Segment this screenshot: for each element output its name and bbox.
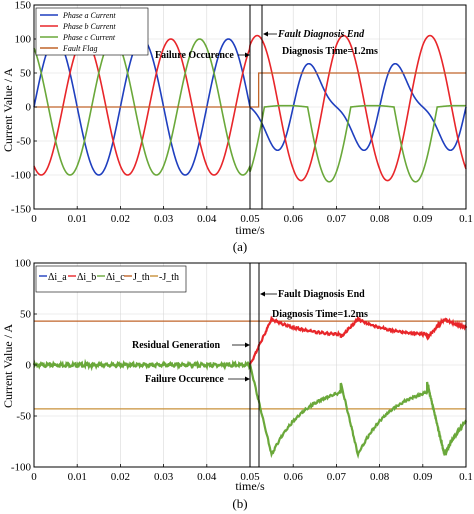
panel-a-y-tick-label: 150 (15, 0, 32, 12)
legend-label-dic: Δi_c (106, 272, 125, 283)
legend-label-phase-b: Phase b Current (62, 22, 116, 31)
legend-label-neg-jth: -J_th (159, 272, 179, 283)
series-line-dib (248, 315, 468, 366)
panel-b-x-tick-label: 0.03 (154, 471, 174, 483)
annotation-failure-occurence: Failure Occurence (155, 50, 234, 61)
panel-b-y-axis-label: Current Value / A (1, 324, 15, 408)
arrowhead-failure-occurence (245, 52, 250, 58)
panel-a-x-tick-label: 0.03 (154, 213, 174, 225)
panel-a-y-tick-label: -150 (11, 204, 32, 216)
legend-label-phase-c: Phase c Current (62, 33, 116, 42)
panel-b-legend: Δi_a Δi_b Δi_c J_th -J_th (35, 265, 187, 293)
panel-a-x-tick-label: 0.05 (240, 213, 260, 225)
panel-a-ticks: 0 0.01 0.02 0.03 0.04 0.05 0.06 0.07 0.08 0.09 0.1… (11, 0, 473, 225)
panel-a-x-tick-label: 0.06 (284, 213, 304, 225)
arrowhead-diagnosis-end-b (260, 291, 265, 297)
panel-a-y-tick-label: -50 (16, 136, 31, 148)
series-line-dic-prefault (32, 358, 251, 372)
panel-a-x-tick-label: 0.1 (459, 213, 473, 225)
annotation-diagnosis-end: Fault Diagnosis End (277, 29, 365, 40)
panel-b-x-tick-label: 0.1 (459, 471, 473, 483)
panel-b-x-tick-label: 0.02 (111, 471, 130, 483)
panel-b-x-tick-label: 0.06 (284, 471, 304, 483)
panel-b-subfigure-label: (b) (232, 496, 247, 511)
panel-a-x-tick-label: 0 (31, 213, 37, 225)
annotation-diagnosis-end-b: Fault Diagnosis End (278, 289, 365, 300)
panel-b-y-tick-label: 100 (15, 258, 32, 270)
panel-b-y-tick-label: 50 (20, 309, 32, 321)
annotation-diagnosis-time: Diagnosis Time=1.2ms (282, 46, 378, 57)
legend-label-dib: Δi_b (77, 272, 96, 283)
series-line-dic (248, 364, 467, 460)
panel-b-x-tick-label: 0.08 (370, 471, 390, 483)
panel-b-ticks: 0 0.01 0.02 0.03 0.04 0.05 0.06 0.07 0.08 0.09 0.1… (11, 258, 473, 484)
panel-a-x-tick-label: 0.01 (68, 213, 87, 225)
panel-a-x-tick-label: 0.07 (327, 213, 347, 225)
arrowhead-diagnosis-end (263, 31, 268, 37)
panel-a-subfigure-label: (a) (233, 239, 247, 254)
series-line-fault-flag (34, 72, 466, 108)
panel-a-x-tick-label: 0.09 (413, 213, 433, 225)
legend-box-b (35, 265, 187, 293)
annotation-failure-occurence-b: Failure Occurence (145, 374, 224, 385)
panel-a-x-tick-label: 0.02 (111, 213, 130, 225)
panel-a-y-tick-label: 50 (20, 68, 32, 80)
panel-b-x-tick-label: 0.07 (327, 471, 347, 483)
panel-b-y-tick-label: 0 (26, 360, 32, 372)
annotation-diagnosis-time-b: Diagnosis Time=1.2ms (272, 309, 368, 320)
panel-b-x-tick-label: 0.01 (68, 471, 87, 483)
legend-label-jth: J_th (133, 272, 150, 283)
arrowhead-failure-occurence-b (245, 376, 250, 382)
panel-a-x-tick-label: 0.04 (197, 213, 217, 225)
panel-a-chart: 0 0.01 0.02 0.03 0.04 0.05 0.06 0.07 0.08 0.09 0.1… (1, 0, 473, 254)
panel-b-x-tick-label: 0 (31, 471, 37, 483)
panel-a-y-tick-label: -100 (11, 170, 32, 182)
panel-b-y-tick-label: -100 (11, 462, 32, 474)
legend-box (35, 7, 149, 56)
panel-a-x-tick-label: 0.08 (370, 213, 390, 225)
panel-a-y-tick-label: 0 (26, 102, 32, 114)
panel-b-chart: 0 0.01 0.02 0.03 0.04 0.05 0.06 0.07 0.08 0.09 0.1… (1, 258, 473, 512)
panel-b-x-axis-label: time/s (235, 479, 265, 493)
panel-b-x-tick-label: 0.04 (197, 471, 217, 483)
panel-a-x-axis-label: time/s (235, 223, 265, 237)
legend-label-fault-flag: Fault Flag (62, 44, 97, 53)
legend-label-phase-a: Phase a Current (62, 11, 116, 20)
panel-b-y-tick-label: -50 (16, 411, 31, 423)
arrowhead-residual-generation (245, 342, 250, 348)
panel-a-y-axis-label: Current Value / A (1, 68, 15, 152)
annotation-residual-generation: Residual Generation (132, 340, 220, 351)
panel-a-legend: Phase a Current Phase b Current Phase c … (35, 7, 149, 56)
legend-label-dia: Δi_a (48, 272, 67, 283)
panel-a-y-tick-label: 100 (15, 34, 32, 46)
panel-b-x-tick-label: 0.05 (240, 471, 260, 483)
panel-b-x-tick-label: 0.09 (413, 471, 433, 483)
